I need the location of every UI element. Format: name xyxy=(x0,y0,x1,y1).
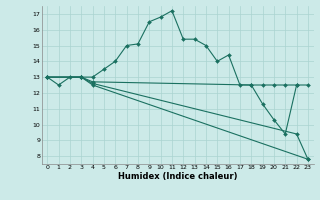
X-axis label: Humidex (Indice chaleur): Humidex (Indice chaleur) xyxy=(118,172,237,181)
